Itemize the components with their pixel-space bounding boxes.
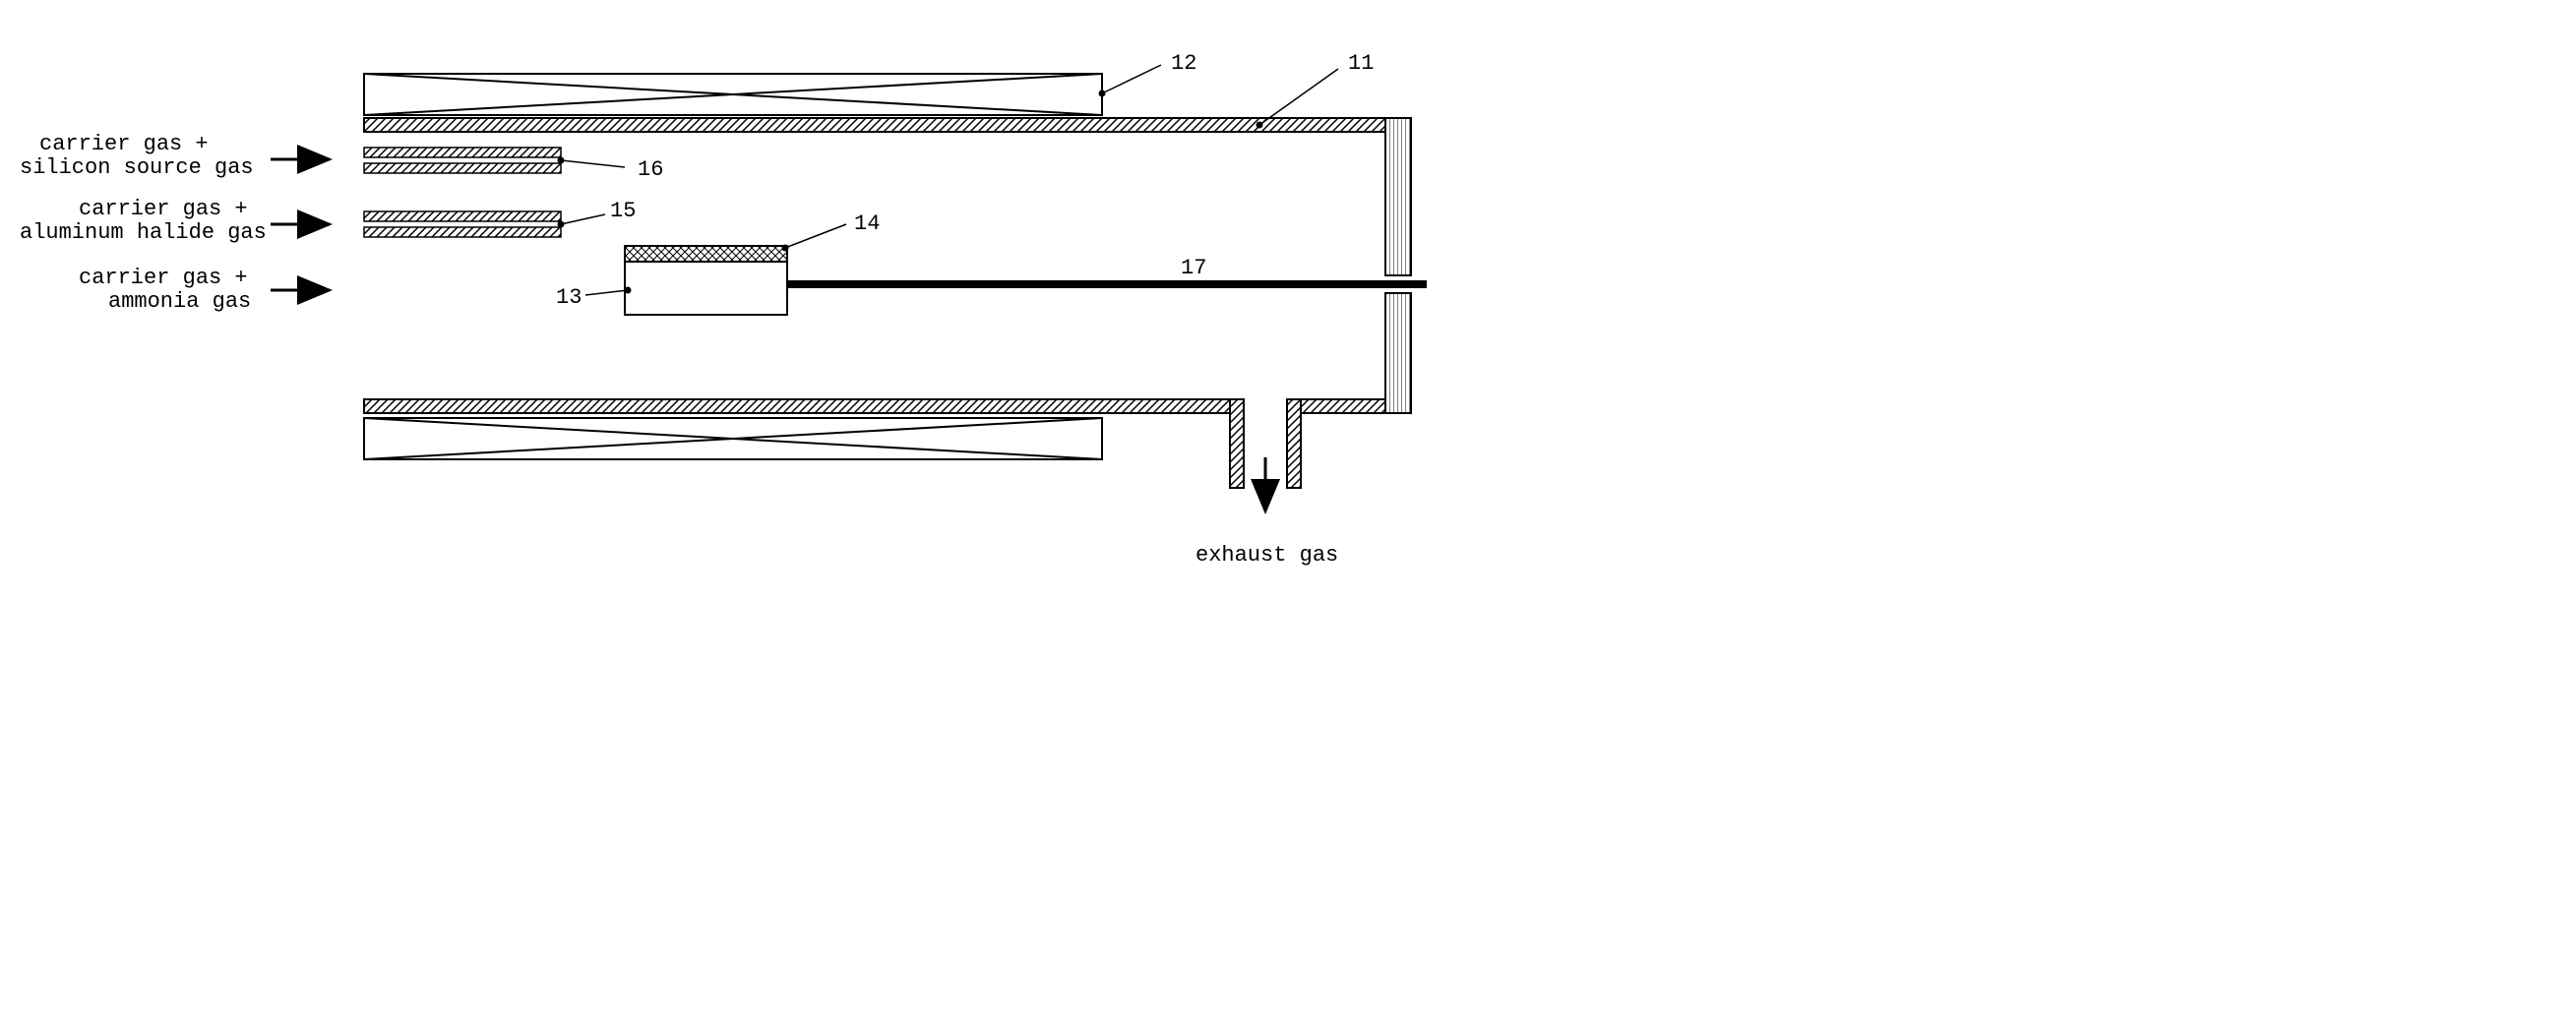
- reactor-diagram: carrier gas + silicon source gas carrier…: [20, 20, 1535, 629]
- reactor-wall-top: [364, 118, 1385, 132]
- label-input2-line2: aluminum halide gas: [20, 220, 267, 245]
- label-input1-line2: silicon source gas: [20, 155, 254, 180]
- ref-12: 12: [1171, 51, 1196, 76]
- ref-15: 15: [610, 199, 636, 223]
- label-exhaust: exhaust gas: [1196, 543, 1338, 568]
- ref-16: 16: [638, 157, 663, 182]
- ref-11: 11: [1348, 51, 1374, 76]
- substrate-14: [625, 246, 787, 262]
- exhaust-pipe-left: [1230, 399, 1244, 488]
- callout-15: [558, 214, 606, 228]
- reactor-wall-bottom-right: [1301, 399, 1385, 413]
- inlet-tube-15: [364, 211, 561, 237]
- end-cap-top: [1385, 118, 1411, 275]
- end-cap-bottom: [1385, 293, 1411, 413]
- callout-14: [782, 224, 847, 252]
- ref-17: 17: [1181, 256, 1206, 280]
- exhaust-pipe-right: [1287, 399, 1301, 488]
- label-input1-line1: carrier gas +: [39, 132, 209, 156]
- callout-12: [1099, 65, 1162, 97]
- heater-bottom: [364, 418, 1102, 459]
- heater-top: [364, 74, 1102, 115]
- support-rod-17: [787, 280, 1427, 288]
- inlet-tube-16: [364, 148, 561, 173]
- callout-16: [558, 157, 626, 168]
- susceptor-13: [625, 261, 787, 315]
- label-input3-line2: ammonia gas: [108, 289, 251, 314]
- label-input3-line1: carrier gas +: [79, 266, 248, 290]
- reactor-wall-bottom-left: [364, 399, 1230, 413]
- ref-13: 13: [556, 285, 582, 310]
- label-input2-line1: carrier gas +: [79, 197, 248, 221]
- ref-14: 14: [854, 211, 880, 236]
